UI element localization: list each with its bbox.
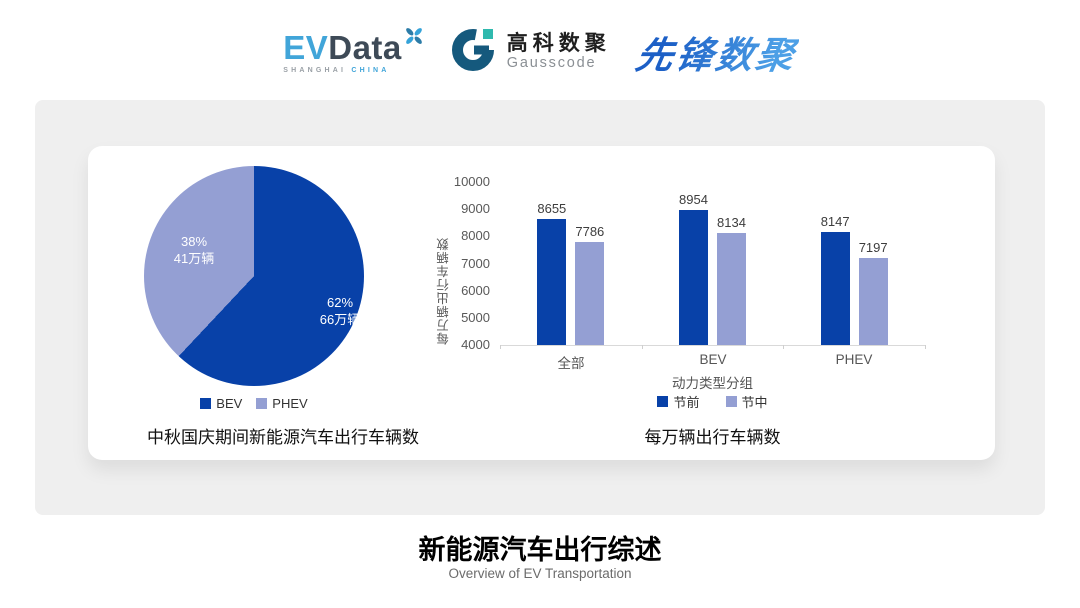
gausscode-cn: 高科数聚	[506, 31, 611, 55]
bar-legend-item-pre: 节前	[657, 392, 700, 411]
bar-value-label: 8655	[537, 200, 567, 216]
y-tick-label: 8000	[461, 228, 490, 244]
phev-percent: 38%	[180, 234, 208, 249]
bev-percent: 62%	[326, 295, 354, 310]
pie-label-bev: 62% 66万辆	[295, 295, 385, 329]
bar-chart: 每万辆出行车辆数 全部 BEV PHEV 动力类型分组 节前 节中 每万辆出行车…	[88, 146, 995, 460]
pie-chart	[144, 166, 364, 386]
evdata-ev-text: EV	[283, 28, 329, 66]
x-axis-tick	[500, 345, 501, 349]
y-tick-label: 5000	[461, 309, 490, 325]
evdata-sub-china: CHINA	[351, 66, 390, 74]
bar-节中-全部	[575, 242, 605, 345]
bar-value-label: 8954	[679, 192, 708, 208]
logo-bar: EVData SHANGHAI CHINA 高科数聚 Gausscode 先锋数…	[0, 20, 1080, 84]
bar-legend-pre-label: 节前	[673, 395, 700, 410]
pie-legend-item-bev: BEV	[200, 396, 242, 411]
bar-value-label: 8147	[820, 214, 850, 230]
bar-chart-title: 每万辆出行车辆数	[644, 428, 781, 447]
category-label-all: 全部	[557, 356, 585, 371]
page-title: 新能源汽车出行综述	[418, 535, 662, 565]
x-axis-line	[500, 345, 925, 346]
mid-holiday-swatch-icon	[725, 396, 737, 407]
evdata-logo: EVData SHANGHAI CHINA	[283, 27, 424, 74]
phev-swatch-icon	[256, 398, 268, 409]
bar-legend-mid-label: 节中	[741, 395, 768, 410]
bar-节前-BEV	[679, 210, 708, 345]
x-axis-title: 动力类型分组	[672, 376, 753, 391]
bev-swatch-icon	[200, 398, 212, 409]
y-tick-label: 9000	[461, 201, 490, 217]
bar-legend: 节前 节中	[500, 392, 925, 411]
x-axis-tick	[641, 345, 643, 349]
bar-value-label: 8134	[717, 214, 746, 230]
xianfeng-logo: 先锋数聚	[632, 25, 802, 79]
y-tick-label: 6000	[461, 282, 490, 298]
evdata-wordmark: EVData	[283, 27, 424, 66]
gausscode-logo: 高科数聚 Gausscode	[450, 26, 611, 78]
pre-holiday-swatch-icon	[657, 396, 669, 407]
x-axis-tick	[783, 345, 785, 349]
gausscode-g-icon	[450, 26, 497, 78]
charts-card: 38% 41万辆 62% 66万辆 BEV PHEV 中秋国庆期间新能源汽车出行…	[88, 146, 995, 460]
pie-legend-phev-label: PHEV	[272, 396, 308, 411]
pie-label-phev: 38% 41万辆	[149, 234, 239, 268]
gausscode-text: 高科数聚 Gausscode	[507, 32, 611, 72]
bar-legend-item-mid: 节中	[725, 392, 768, 411]
category-label-phev: PHEV	[835, 352, 873, 367]
category-label-bev: BEV	[699, 352, 727, 367]
pie-legend-bev-label: BEV	[216, 396, 243, 411]
bar-value-label: 7786	[575, 224, 605, 240]
bar-节前-PHEV	[820, 232, 850, 345]
bar-节中-BEV	[717, 232, 746, 345]
propeller-icon	[403, 17, 425, 54]
phev-value: 41万辆	[173, 250, 215, 266]
bev-value: 66万辆	[319, 311, 361, 327]
pie-chart-title: 中秋国庆期间新能源汽车出行车辆数	[147, 428, 419, 447]
y-tick-label: 7000	[461, 255, 490, 271]
evdata-subtitle: SHANGHAI CHINA	[283, 67, 389, 74]
bar-value-label: 7197	[858, 240, 888, 256]
evdata-data-text: Data	[328, 28, 402, 66]
bar-节前-全部	[537, 218, 567, 345]
y-tick-label: 4000	[461, 337, 490, 352]
pie-legend-item-phev: PHEV	[256, 396, 308, 411]
gausscode-en: Gausscode	[506, 55, 597, 72]
bar-节中-PHEV	[858, 258, 888, 345]
pie-legend: BEV PHEV	[144, 396, 364, 411]
y-tick-label: 10000	[453, 174, 490, 189]
x-axis-tick	[925, 345, 926, 349]
evdata-sub-shanghai: SHANGHAI	[283, 66, 347, 74]
page-subtitle: Overview of EV Transportation	[448, 566, 632, 581]
